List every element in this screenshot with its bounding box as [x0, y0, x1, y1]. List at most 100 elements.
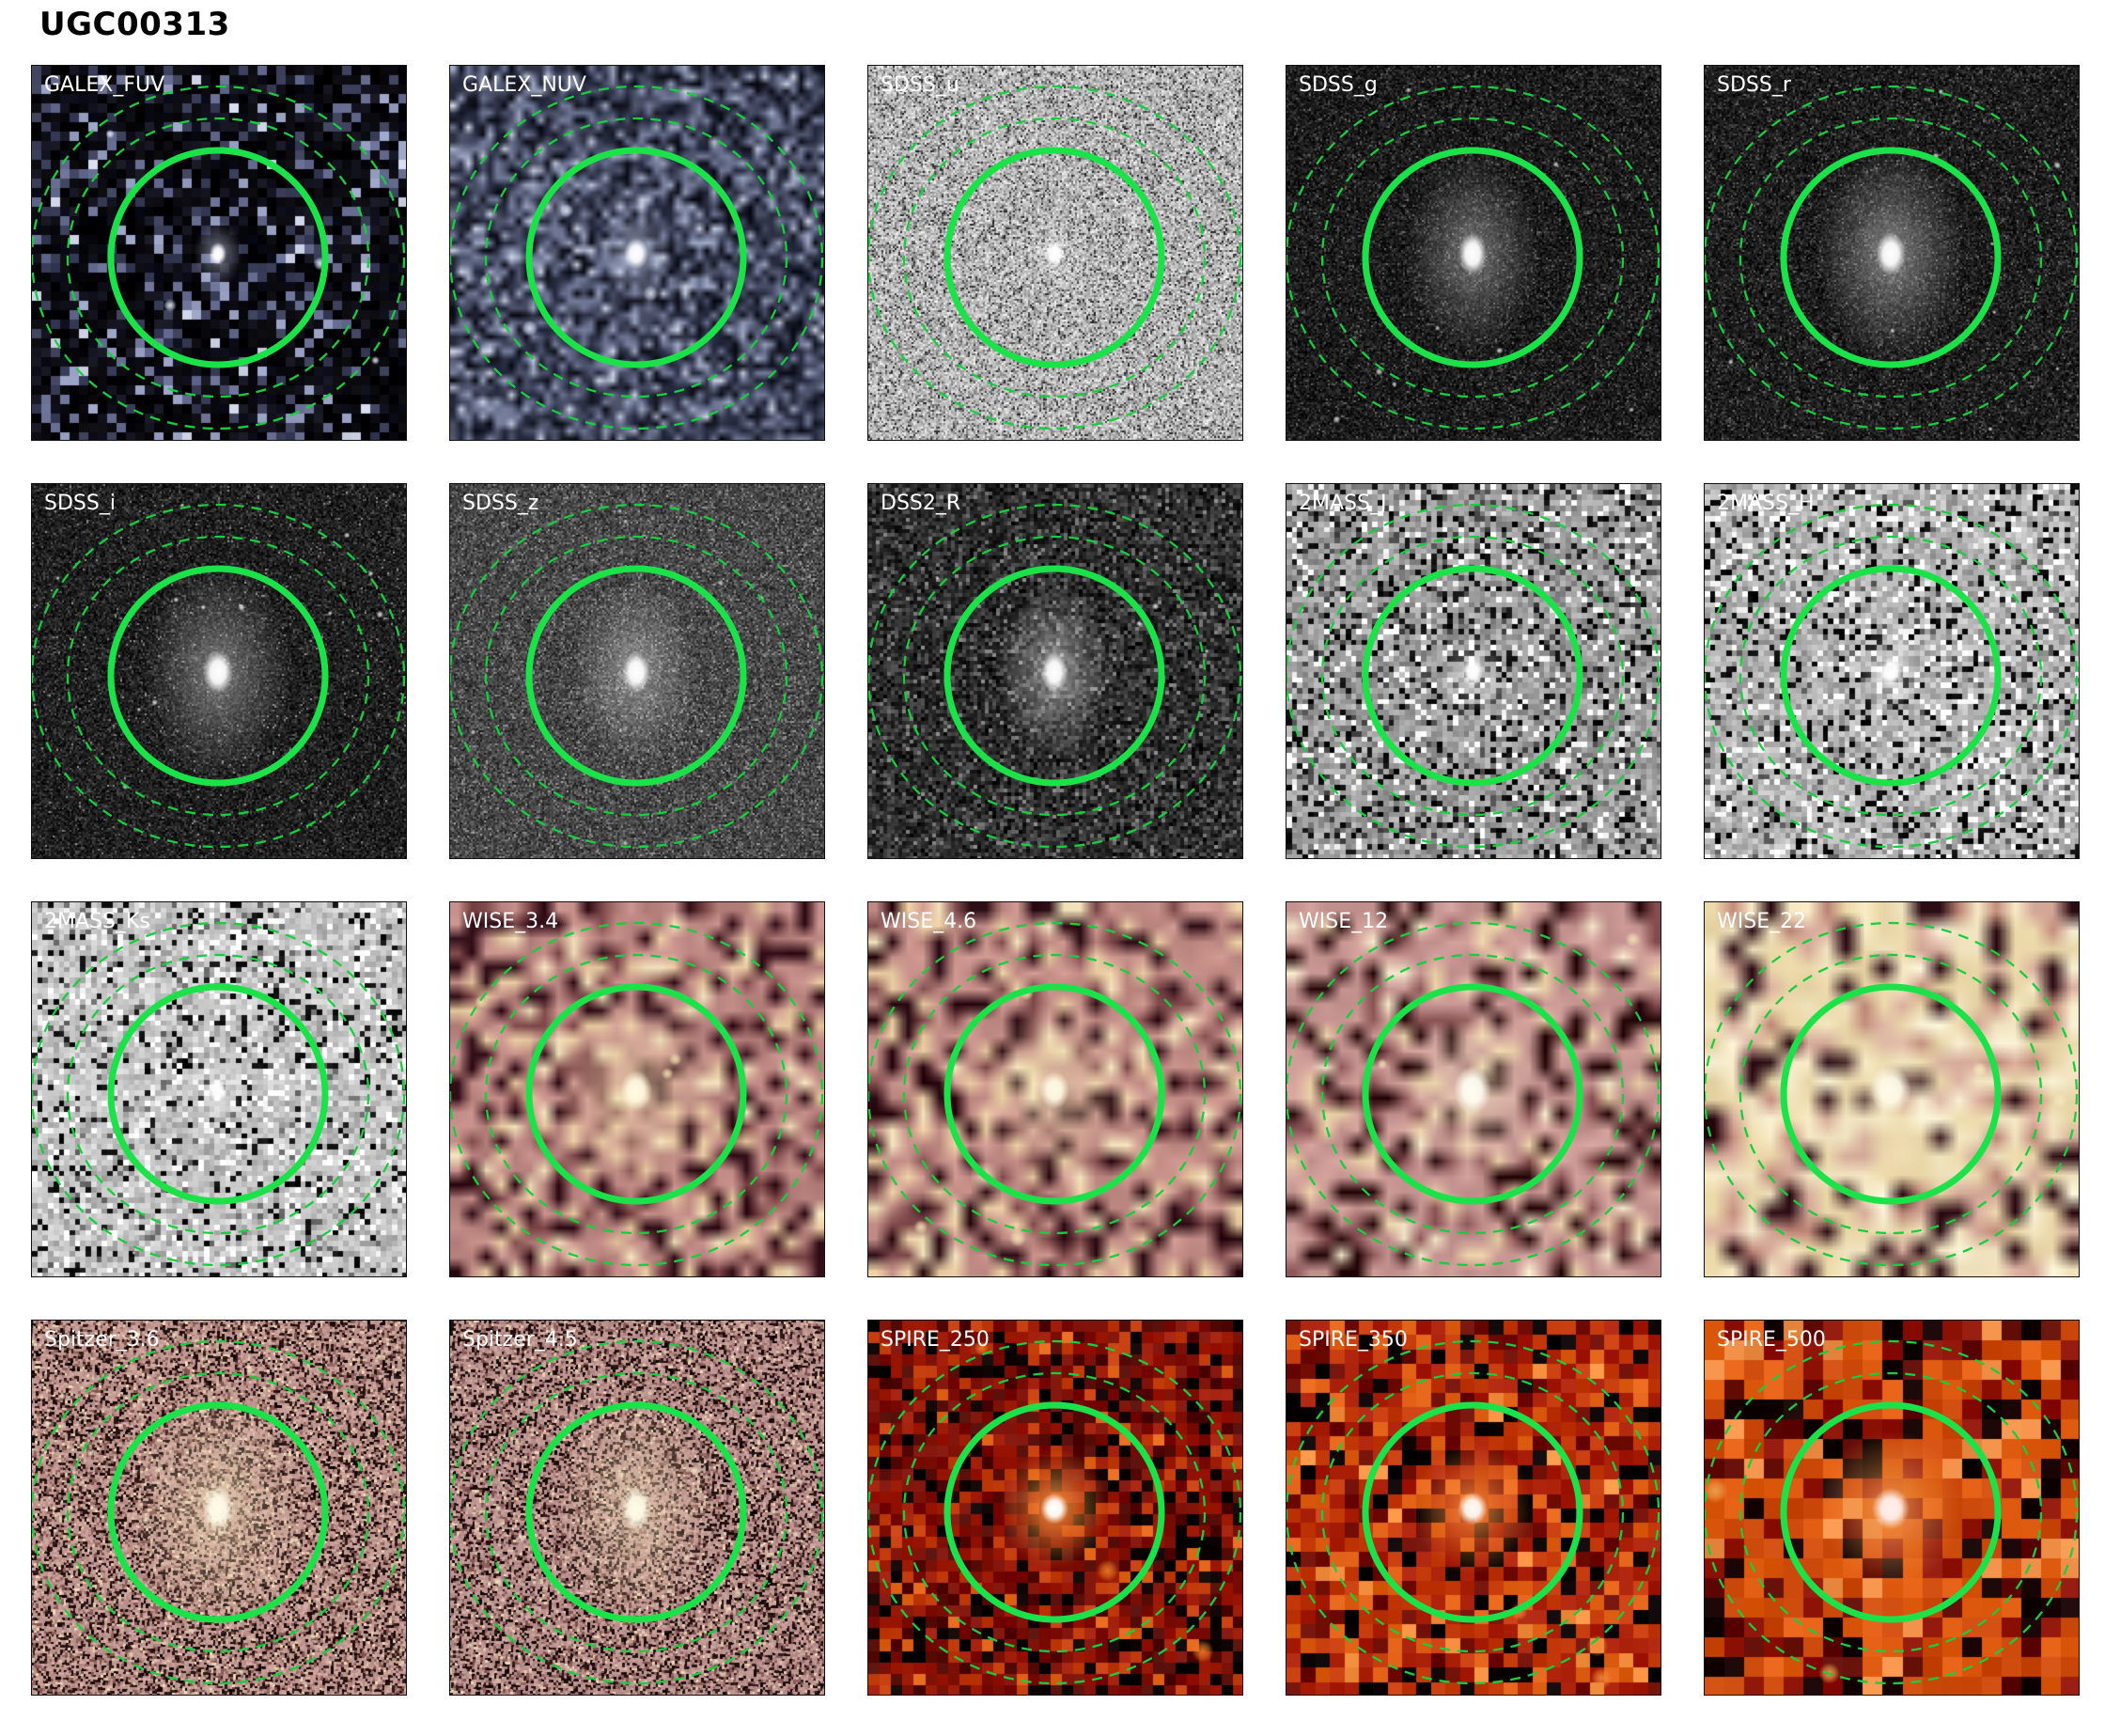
panel-Spitzer_4.5: Spitzer_4.5	[449, 1320, 825, 1697]
panel-label: 2MASS_Ks	[44, 910, 150, 934]
figure-title: UGC00313	[39, 6, 230, 43]
panel-label: SPIRE_350	[1299, 1328, 1408, 1353]
panel-label: SDSS_g	[1299, 73, 1378, 98]
panel-SDSS_i: SDSS_i	[31, 483, 407, 860]
aperture-overlay	[450, 922, 824, 1267]
aperture-circle	[1780, 1401, 2002, 1623]
inner-annulus-ellipse	[66, 536, 370, 817]
aperture-circle	[1362, 983, 1583, 1205]
panel-SPIRE_500: SPIRE_500	[1704, 1320, 2080, 1697]
panel-WISE_4.6: WISE_4.6	[867, 901, 1243, 1278]
outer-annulus-ellipse	[450, 1340, 824, 1685]
panel-label: 2MASS_H	[1717, 492, 1815, 516]
inner-annulus-ellipse	[1739, 536, 2043, 817]
panel-label: WISE_4.6	[881, 910, 977, 934]
aperture-circle	[1362, 565, 1583, 787]
outer-annulus-ellipse	[32, 86, 406, 430]
panel-SDSS_g: SDSS_g	[1286, 65, 1661, 442]
outer-annulus-ellipse	[1705, 1340, 2079, 1685]
inner-annulus-ellipse	[1739, 1372, 2043, 1653]
sky-image	[1705, 1321, 2079, 1696]
panel-label: WISE_22	[1717, 910, 1807, 934]
aperture-overlay	[32, 504, 406, 849]
aperture-circle	[525, 565, 747, 787]
panel-SDSS_u: SDSS_u	[867, 65, 1243, 442]
inner-annulus-ellipse	[1320, 117, 1625, 399]
outer-annulus-ellipse	[1286, 86, 1661, 430]
inner-annulus-ellipse	[1739, 117, 2043, 399]
panel-DSS2_R: DSS2_R	[867, 483, 1243, 860]
panel-Spitzer_3.6: Spitzer_3.6	[31, 1320, 407, 1697]
panel-SPIRE_250: SPIRE_250	[867, 1320, 1243, 1697]
panel-label: WISE_3.4	[462, 910, 559, 934]
inner-annulus-ellipse	[902, 536, 1207, 817]
aperture-circle	[943, 565, 1165, 787]
outer-annulus-ellipse	[32, 504, 406, 849]
panel-2MASS_J: 2MASS_J	[1286, 483, 1661, 860]
outer-annulus-ellipse	[450, 504, 824, 849]
panel-label: DSS2_R	[881, 492, 961, 516]
panel-SPIRE_350: SPIRE_350	[1286, 1320, 1661, 1697]
inner-annulus-ellipse	[66, 1372, 370, 1653]
aperture-overlay	[1286, 1340, 1661, 1685]
aperture-overlay	[1705, 86, 2079, 430]
sky-image	[450, 484, 824, 859]
outer-annulus-ellipse	[868, 86, 1242, 430]
aperture-circle	[1780, 983, 2002, 1205]
panel-label: SDSS_i	[44, 492, 116, 516]
aperture-overlay	[450, 1340, 824, 1685]
aperture-overlay	[1286, 922, 1661, 1267]
panel-SDSS_z: SDSS_z	[449, 483, 825, 860]
outer-annulus-ellipse	[450, 86, 824, 430]
panel-label: Spitzer_3.6	[44, 1328, 160, 1353]
panel-label: GALEX_FUV	[44, 73, 165, 98]
sky-image	[1705, 484, 2079, 859]
panel-WISE_3.4: WISE_3.4	[449, 901, 825, 1278]
aperture-overlay	[450, 86, 824, 430]
sky-image	[32, 484, 406, 859]
outer-annulus-ellipse	[1705, 86, 2079, 430]
aperture-overlay	[450, 504, 824, 849]
aperture-circle	[525, 1401, 747, 1623]
panel-label: SPIRE_250	[881, 1328, 990, 1353]
outer-annulus-ellipse	[1286, 504, 1661, 849]
panel-grid: GALEX_FUV GALEX_NUV SDSS_u SDSS_g SDSS_r SDSS…	[31, 65, 2105, 1697]
panel-label: SDSS_r	[1717, 73, 1791, 98]
panel-WISE_12: WISE_12	[1286, 901, 1661, 1278]
panel-2MASS_H: 2MASS_H	[1704, 483, 2080, 860]
panel-label: GALEX_NUV	[462, 73, 586, 98]
sky-image	[868, 1321, 1242, 1696]
inner-annulus-ellipse	[902, 954, 1207, 1235]
sky-image	[1286, 484, 1661, 859]
aperture-circle	[107, 1401, 329, 1623]
inner-annulus-ellipse	[66, 954, 370, 1235]
sky-image	[32, 902, 406, 1277]
outer-annulus-ellipse	[450, 922, 824, 1267]
aperture-overlay	[868, 504, 1242, 849]
sky-image	[1286, 902, 1661, 1277]
inner-annulus-ellipse	[66, 117, 370, 399]
sky-image	[450, 66, 824, 441]
panel-2MASS_Ks: 2MASS_Ks	[31, 901, 407, 1278]
aperture-overlay	[868, 86, 1242, 430]
outer-annulus-ellipse	[1705, 504, 2079, 849]
aperture-circle	[1362, 1401, 1583, 1623]
aperture-circle	[943, 983, 1165, 1205]
aperture-overlay	[868, 922, 1242, 1267]
inner-annulus-ellipse	[484, 954, 788, 1235]
sky-image	[1705, 902, 2079, 1277]
inner-annulus-ellipse	[902, 117, 1207, 399]
sky-image	[868, 902, 1242, 1277]
panel-label: SDSS_u	[881, 73, 959, 98]
inner-annulus-ellipse	[1320, 536, 1625, 817]
sky-image	[32, 1321, 406, 1696]
aperture-circle	[107, 565, 329, 787]
aperture-overlay	[868, 1340, 1242, 1685]
aperture-overlay	[1286, 504, 1661, 849]
outer-annulus-ellipse	[1286, 922, 1661, 1267]
outer-annulus-ellipse	[868, 1340, 1242, 1685]
panel-GALEX_FUV: GALEX_FUV	[31, 65, 407, 442]
inner-annulus-ellipse	[1320, 954, 1625, 1235]
sky-image	[1286, 66, 1661, 441]
inner-annulus-ellipse	[484, 536, 788, 817]
